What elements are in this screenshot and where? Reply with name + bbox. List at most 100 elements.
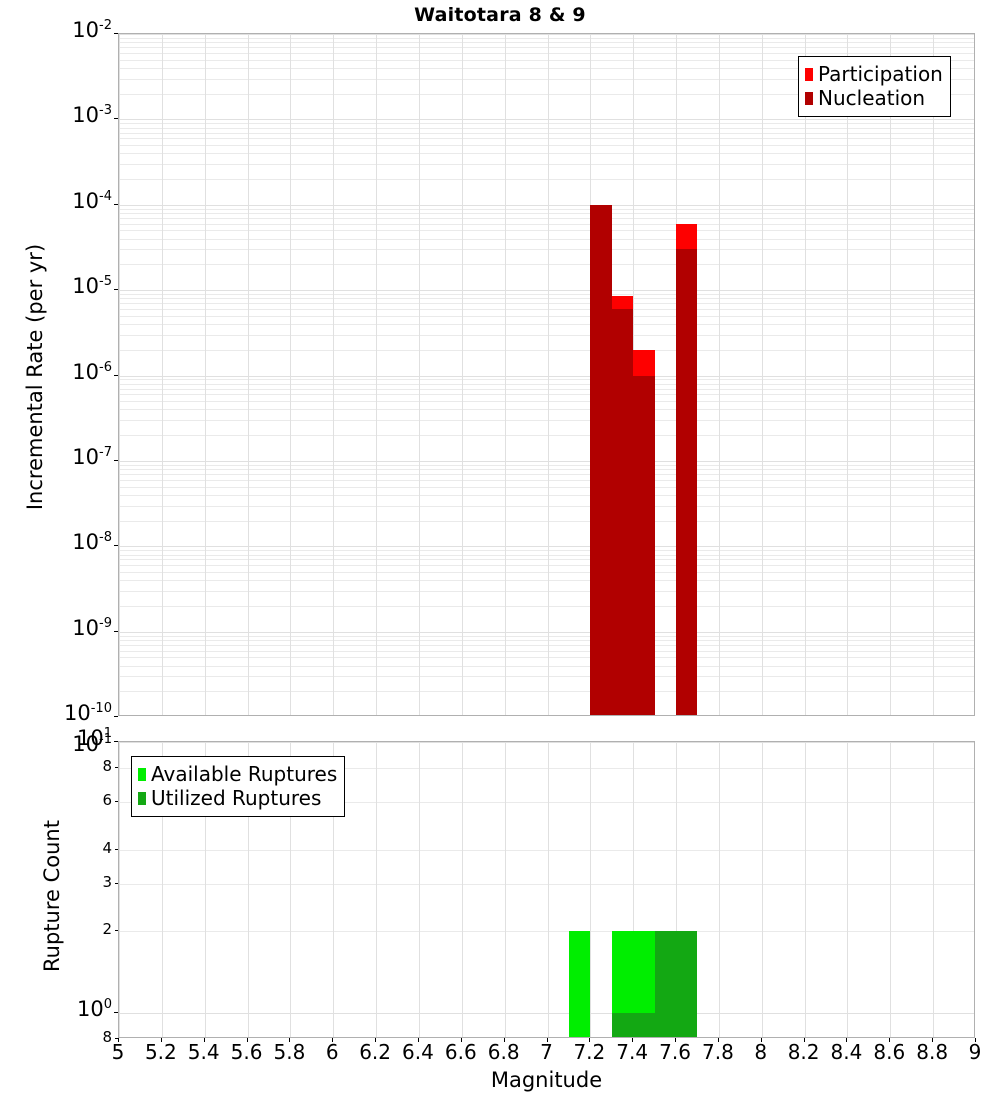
gridline-horizontal: [119, 559, 974, 561]
x-tickmark: [632, 1038, 634, 1042]
gridline-vertical: [890, 34, 892, 715]
gridline-horizontal: [119, 657, 974, 659]
x-tick-label: 6.8: [487, 1040, 520, 1064]
gridline-horizontal: [119, 571, 974, 573]
y-tickmark-minor-bottom: [115, 882, 118, 884]
gridline-horizontal: [119, 230, 974, 232]
y-tickmark-minor-bottom: [115, 1038, 118, 1039]
gridline-horizontal: [119, 486, 974, 488]
gridline-horizontal: [119, 379, 974, 381]
x-tickmark: [289, 1038, 291, 1042]
gridline-vertical: [633, 742, 635, 1037]
gridline-vertical: [290, 742, 292, 1037]
gridline-horizontal: [119, 145, 974, 147]
gridline-horizontal: [119, 93, 974, 95]
x-tick-label: 6.6: [444, 1040, 477, 1064]
x-tickmark: [503, 1038, 505, 1042]
participation-color-swatch: [805, 67, 813, 81]
gridline-horizontal: [119, 213, 974, 215]
bar-available-ruptures: [568, 931, 591, 1037]
gridline-horizontal: [119, 650, 974, 652]
x-tickmark: [417, 1038, 419, 1042]
gridline-vertical: [204, 34, 206, 715]
gridline-vertical: [376, 34, 378, 715]
utilized-ruptures-color-swatch: [138, 791, 146, 805]
gridline-horizontal: [119, 383, 974, 385]
gridline-horizontal: [119, 883, 974, 885]
gridline-horizontal: [119, 742, 974, 743]
gridline-vertical: [847, 742, 849, 1037]
gridline-horizontal: [119, 605, 974, 607]
gridline-horizontal: [119, 580, 974, 582]
gridline-horizontal: [119, 264, 974, 266]
y-tick-label-top: 10-10: [64, 701, 112, 725]
gridline-vertical: [119, 742, 120, 1037]
y-tick-minor-label-bottom: 2: [102, 920, 112, 939]
gridline-vertical: [119, 34, 120, 715]
y-tickmark-top: [114, 374, 118, 376]
x-tickmark: [846, 1038, 848, 1042]
y-tickmark-top: [114, 33, 118, 34]
bar-utilized-ruptures: [654, 931, 677, 1037]
gridline-vertical: [890, 742, 892, 1037]
gridline-horizontal: [119, 460, 974, 462]
gridline-vertical: [804, 34, 806, 715]
gridline-vertical: [933, 34, 935, 715]
gridline-vertical: [504, 34, 506, 715]
x-tick-label: 8.8: [916, 1040, 949, 1064]
legend-item-nucleation[interactable]: Nucleation: [805, 86, 943, 110]
x-tickmark: [160, 1038, 162, 1042]
gridline-vertical: [547, 742, 549, 1037]
gridline-horizontal: [119, 802, 974, 804]
x-tick-label: 7.2: [573, 1040, 606, 1064]
gridline-horizontal: [119, 138, 974, 140]
gridline-vertical: [333, 742, 335, 1037]
x-tick-label: 5.8: [273, 1040, 306, 1064]
gridline-vertical: [290, 34, 292, 715]
y-tick-label-top: 10-7: [72, 444, 112, 469]
legend-item-available-ruptures[interactable]: Available Ruptures: [138, 762, 337, 786]
x-tickmark: [717, 1038, 719, 1042]
gridline-vertical: [761, 742, 763, 1037]
y-tickmark-top: [114, 118, 118, 120]
x-tickmark: [675, 1038, 677, 1042]
gridline-horizontal: [119, 849, 974, 851]
x-tick-label: 6.4: [402, 1040, 434, 1064]
y-tick-minor-label-bottom: 8: [102, 1028, 112, 1046]
gridline-horizontal: [119, 469, 974, 471]
x-tick-label: 5.4: [187, 1040, 220, 1064]
legend-item-participation[interactable]: Participation: [805, 62, 943, 86]
gridline-horizontal: [119, 290, 974, 292]
gridline-vertical: [847, 34, 849, 715]
gridline-horizontal: [119, 78, 974, 80]
legend-item-utilized-ruptures[interactable]: Utilized Ruptures: [138, 786, 337, 810]
gridline-vertical: [547, 34, 549, 715]
gridline-horizontal: [119, 127, 974, 129]
y-axis-label-bottom: Rupture Count: [40, 820, 64, 972]
gridline-horizontal: [119, 123, 974, 125]
x-tick-label: 5: [111, 1040, 125, 1064]
gridline-horizontal: [119, 164, 974, 166]
bar-utilized-ruptures: [633, 1012, 655, 1037]
y-tick-label-top-clipped: 10-1: [72, 732, 112, 756]
legend-rupture-count: Available Ruptures Utilized Ruptures: [131, 756, 346, 817]
gridline-horizontal: [119, 52, 974, 54]
y-tick-label-top: 10-3: [72, 103, 112, 128]
x-tick-label: 7.8: [701, 1040, 734, 1064]
x-tick-label: 7.4: [616, 1040, 649, 1064]
bar-nucleation: [633, 375, 655, 715]
legend-incremental-rate: Participation Nucleation: [798, 56, 951, 117]
bar-utilized-ruptures: [676, 931, 698, 1037]
bar-nucleation: [590, 204, 612, 715]
y-tickmark-top: [114, 203, 118, 205]
gridline-horizontal: [119, 474, 974, 476]
x-tickmark: [375, 1038, 377, 1042]
x-tickmark: [932, 1038, 934, 1042]
legend-label-utilized-ruptures: Utilized Ruptures: [151, 786, 322, 810]
gridline-vertical: [161, 742, 163, 1037]
x-tickmark: [546, 1038, 548, 1042]
gridline-horizontal: [119, 388, 974, 390]
x-tickmark: [203, 1038, 205, 1042]
gridline-horizontal: [119, 505, 974, 507]
gridline-horizontal: [119, 309, 974, 311]
